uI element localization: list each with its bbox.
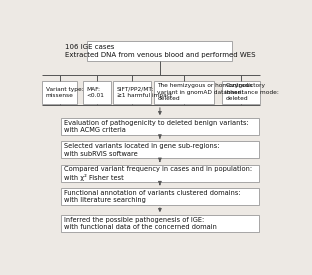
Text: Inferred the possible pathogenesis of IGE:
with functional data of the concerned: Inferred the possible pathogenesis of IG… [64, 217, 217, 230]
Text: 106 IGE cases
Extracted DNA from venous blood and performed WES: 106 IGE cases Extracted DNA from venous … [65, 44, 255, 58]
Text: Evaluation of pathogenicity to deleted benign variants:
with ACMG criteria: Evaluation of pathogenicity to deleted b… [64, 120, 249, 133]
Text: Contradictory
inheritance mode:
deleted: Contradictory inheritance mode: deleted [225, 83, 279, 101]
FancyBboxPatch shape [61, 215, 259, 232]
FancyBboxPatch shape [61, 118, 259, 135]
FancyBboxPatch shape [113, 81, 151, 104]
Text: SIFT/PP2/MT:
≥1 harmful impact: SIFT/PP2/MT: ≥1 harmful impact [117, 87, 172, 98]
Text: MAF:
<0.01: MAF: <0.01 [87, 87, 105, 98]
FancyBboxPatch shape [87, 41, 232, 61]
FancyBboxPatch shape [154, 81, 214, 104]
FancyBboxPatch shape [222, 81, 260, 104]
Text: Compared variant frequency in cases and in population:
with χ² Fisher test: Compared variant frequency in cases and … [64, 166, 252, 181]
Text: The hemizygous or homozygous
variant in gnomAD database:
deleted: The hemizygous or homozygous variant in … [158, 83, 253, 101]
FancyBboxPatch shape [83, 81, 111, 104]
Text: Selected variants located in gene sub-regions:
with subRVIS software: Selected variants located in gene sub-re… [64, 143, 220, 157]
Text: Functional annotation of variants clustered domains:
with literature searching: Functional annotation of variants cluste… [64, 189, 241, 203]
FancyBboxPatch shape [61, 165, 259, 182]
FancyBboxPatch shape [61, 141, 259, 158]
FancyBboxPatch shape [61, 188, 259, 205]
FancyBboxPatch shape [42, 81, 77, 104]
Text: Variant type:
missense: Variant type: missense [46, 87, 83, 98]
